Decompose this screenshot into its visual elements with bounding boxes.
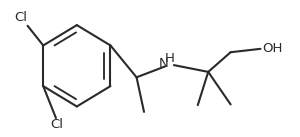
Text: Cl: Cl bbox=[50, 118, 63, 131]
Text: OH: OH bbox=[262, 42, 282, 55]
Text: H: H bbox=[164, 52, 174, 65]
Text: Cl: Cl bbox=[14, 11, 27, 24]
Text: N: N bbox=[159, 57, 169, 70]
